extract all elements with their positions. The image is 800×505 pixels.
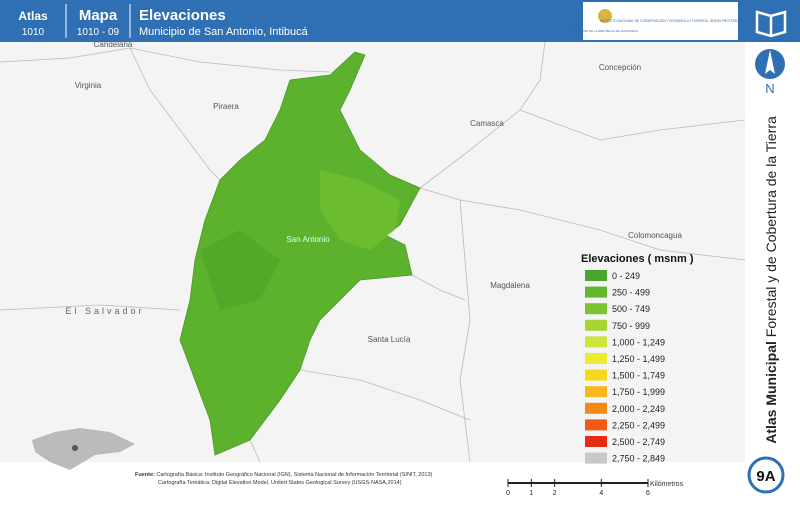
atlas-label: Atlas — [18, 9, 48, 23]
legend-swatch — [585, 386, 607, 398]
sidebar-subject: Forestal y de Cobertura de la Tierra — [763, 116, 779, 337]
legend-swatch — [585, 369, 607, 381]
legend-swatch — [585, 319, 607, 331]
place-label: Colomoncagua — [628, 231, 682, 240]
country-label: El Salvador — [65, 306, 144, 316]
scale-unit: Kilómetros — [650, 481, 684, 488]
municipality — [179, 51, 421, 456]
source-text: Cartografía Básica: Instituto Geográfico… — [156, 472, 432, 478]
boundaries — [0, 41, 746, 463]
logo-left: GOBIERNO DE LA REPÚBLICA DE HONDURAS — [572, 28, 638, 33]
sidebar-atlas: Atlas Municipal — [763, 341, 779, 444]
atlas-number: 1010 — [22, 27, 45, 38]
source-2: Cartografía Temática: Digital Elevation … — [158, 480, 402, 486]
legend-label: 2,000 - 2,249 — [612, 404, 665, 414]
legend-label: 1,750 - 1,999 — [612, 387, 665, 397]
scale-bar: 0 1 2 4 6 — [506, 479, 650, 497]
sidebar-title: Atlas Municipal Forestal y de Cobertura … — [763, 116, 779, 444]
legend-label: 750 - 999 — [612, 321, 650, 331]
legend-swatch — [585, 303, 607, 315]
legend-label: 2,500 - 2,749 — [612, 437, 665, 447]
place-label: Virginia — [75, 81, 102, 90]
legend-label: 250 - 499 — [612, 288, 650, 298]
logo-right: INSTITUTO NACIONAL DE CONSERVACIÓN Y DES… — [600, 18, 772, 23]
legend-label: 2,250 - 2,499 — [612, 420, 665, 430]
legend-label: 0 - 249 — [612, 271, 640, 281]
legend-swatch — [585, 286, 607, 298]
scale-label: 6 — [646, 490, 650, 497]
legend-swatch — [585, 452, 607, 464]
legend-label: 1,250 - 1,499 — [612, 354, 665, 364]
place-label: Magdalena — [490, 281, 530, 290]
legend-swatch — [585, 353, 607, 364]
source-1: Fuente: Cartografía Básica: Instituto Ge… — [135, 472, 433, 478]
map-number: 1010 - 09 — [77, 27, 120, 38]
legend-swatch — [585, 336, 607, 348]
legend-swatch — [585, 270, 607, 281]
legend-label: 1,500 - 1,749 — [612, 371, 665, 381]
map-label: Mapa — [79, 7, 118, 24]
place-label: Santa Lucía — [368, 335, 411, 344]
scale-label: 4 — [599, 490, 603, 497]
legend-label: 500 - 749 — [612, 304, 650, 314]
legend-swatch — [585, 419, 607, 431]
logo-emblem — [598, 9, 612, 23]
code-badge — [747, 456, 785, 494]
legend-swatch — [585, 402, 607, 414]
place-label: Camasca — [470, 119, 504, 128]
legend-swatch — [585, 436, 607, 447]
relief — [200, 230, 280, 310]
legend-title: Elevaciones ( msnm ) — [581, 253, 694, 265]
subtitle: Municipio de San Antonio, Intibucá — [139, 26, 309, 38]
place-label: San Antonio — [286, 235, 330, 244]
legend: 0 - 249 250 - 499 500 - 749 750 - 999 1,000 … — [585, 270, 665, 464]
relief — [320, 170, 400, 250]
legend-label: 2,750 - 2,849 — [612, 454, 665, 464]
place-label: Concepción — [599, 63, 641, 72]
title: Elevaciones — [139, 7, 226, 24]
place-labels: Candelaria Virginia Piraera Camasca Conc… — [65, 40, 682, 344]
scale-label: 2 — [553, 490, 557, 497]
place-label: Candelaria — [94, 40, 133, 49]
inset-location — [72, 445, 78, 451]
compass-arrow — [765, 50, 775, 74]
book-icon — [755, 10, 787, 38]
legend-label: 1,000 - 1,249 — [612, 337, 665, 347]
scale-label: 1 — [529, 490, 533, 497]
north-label: N — [765, 81, 774, 96]
source-label: Fuente: — [135, 472, 155, 478]
place-label: Piraera — [213, 102, 239, 111]
code: 9A — [756, 468, 775, 485]
scale-label: 0 — [506, 490, 510, 497]
inset-map — [32, 428, 135, 470]
